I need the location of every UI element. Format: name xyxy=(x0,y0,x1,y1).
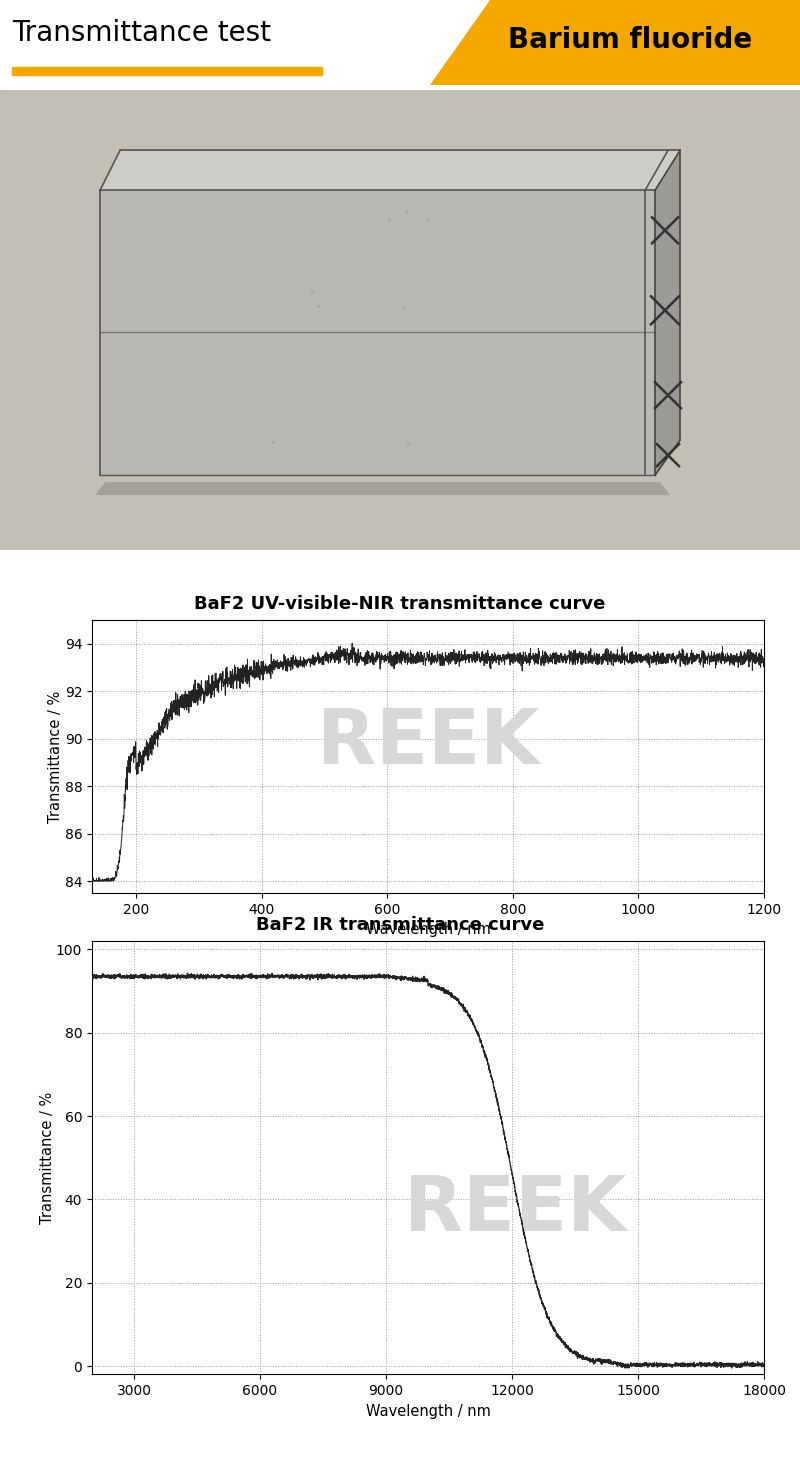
X-axis label: Wavelength / nm: Wavelength / nm xyxy=(366,922,490,937)
Bar xyxy=(12,67,322,74)
Y-axis label: Transmittance / %: Transmittance / % xyxy=(48,690,63,823)
Text: Barium fluoride: Barium fluoride xyxy=(508,26,752,54)
Polygon shape xyxy=(655,150,680,476)
Polygon shape xyxy=(430,0,800,85)
Text: REEK: REEK xyxy=(404,1173,626,1246)
Polygon shape xyxy=(95,481,670,495)
Y-axis label: Transmittance / %: Transmittance / % xyxy=(39,1091,54,1224)
Text: BaF2 IR transmittance curve: BaF2 IR transmittance curve xyxy=(256,916,544,934)
Text: REEK: REEK xyxy=(317,706,539,781)
Text: Transmittance test: Transmittance test xyxy=(12,19,271,47)
Text: BaF2 UV-visible-NIR transmittance curve: BaF2 UV-visible-NIR transmittance curve xyxy=(194,595,606,613)
X-axis label: Wavelength / nm: Wavelength / nm xyxy=(366,1404,490,1418)
Bar xyxy=(100,190,655,476)
Polygon shape xyxy=(100,150,680,190)
